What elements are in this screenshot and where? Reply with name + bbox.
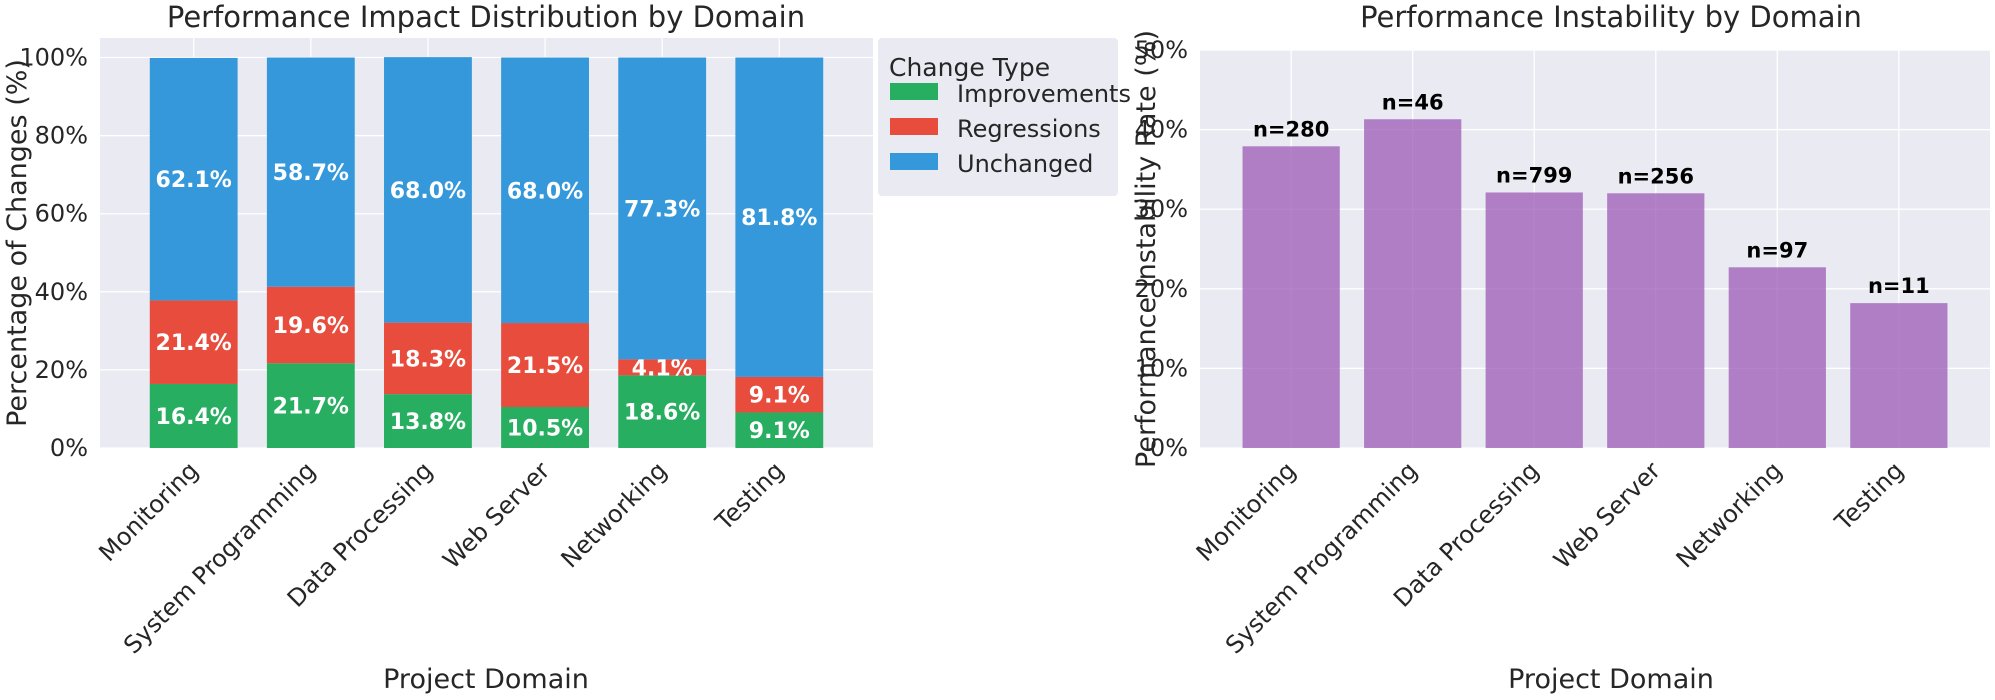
segment-value-label: 62.1% bbox=[156, 168, 232, 193]
bar-segment-improvements bbox=[384, 394, 472, 448]
right-y-axis-label: Performance Instability Rate (%) bbox=[1131, 30, 1162, 468]
instability-chart: n=280 n=46 n=799 n=256 n=97 n=11 0% 10% 20% 30% 4… bbox=[1131, 0, 1990, 695]
segment-value-label: 18.3% bbox=[390, 347, 466, 372]
segment-value-label: 4.1% bbox=[632, 356, 693, 381]
legend-items: Improvements Regressions Unchanged bbox=[890, 80, 1131, 178]
left-chart-title: Performance Impact Distribution by Domai… bbox=[167, 0, 805, 34]
right-y-tick-label: 30% bbox=[1135, 195, 1188, 223]
bar-segment-regressions bbox=[384, 322, 472, 395]
left-x-tick-label: Testing bbox=[709, 456, 789, 536]
bar-segment-regressions bbox=[501, 323, 589, 407]
right-y-tick-label: 20% bbox=[1135, 275, 1188, 303]
bar-count-label: n=11 bbox=[1868, 274, 1930, 298]
instability-bar bbox=[1485, 192, 1583, 448]
left-y-tick-label: 80% bbox=[35, 122, 88, 150]
segment-value-label: 18.6% bbox=[624, 401, 700, 426]
left-y-axis-label: Percentage of Changes (%) bbox=[2, 59, 33, 427]
bar-segment-regressions bbox=[266, 286, 355, 364]
instability-bar bbox=[1728, 267, 1826, 448]
right-y-tick-label: 50% bbox=[1135, 36, 1188, 64]
left-y-tick-label: 100% bbox=[19, 44, 88, 72]
bar-segment-unchanged bbox=[501, 57, 589, 324]
left-y-tick-label: 40% bbox=[35, 278, 88, 306]
right-y-tick-label: 40% bbox=[1135, 116, 1188, 144]
bar-segment-improvements bbox=[266, 363, 355, 448]
right-x-tick-label: Web Server bbox=[1548, 456, 1666, 574]
impact-distribution-chart: 16.4% 21.4% 62.1% 21.7% 19.6% 58.7% 13.8% 18.3%… bbox=[2, 0, 873, 695]
right-y-tick-label: 0% bbox=[1150, 434, 1188, 462]
right-x-tick-label: Testing bbox=[1829, 456, 1909, 536]
left-bars: 16.4% 21.4% 62.1% 21.7% 19.6% 58.7% 13.8% 18.3%… bbox=[149, 57, 824, 448]
legend-swatch-improvements bbox=[890, 83, 938, 100]
left-x-tick-label: Monitoring bbox=[93, 456, 204, 567]
segment-value-label: 58.7% bbox=[273, 161, 349, 186]
instability-bar bbox=[1242, 146, 1340, 449]
legend: Change Type Improvements Regressions Uncha… bbox=[878, 38, 1131, 196]
left-y-tick-label: 0% bbox=[50, 434, 88, 462]
legend-label: Improvements bbox=[957, 80, 1131, 108]
segment-value-label: 68.0% bbox=[390, 179, 466, 204]
legend-label: Regressions bbox=[957, 115, 1101, 143]
bar-segment-unchanged bbox=[735, 57, 824, 377]
segment-value-label: 13.8% bbox=[390, 410, 466, 435]
left-y-ticks: 0% 20% 40% 60% 80% 100% bbox=[19, 44, 88, 462]
left-y-tick-label: 20% bbox=[35, 356, 88, 384]
instability-bar bbox=[1850, 303, 1948, 448]
bar-count-label: n=97 bbox=[1746, 238, 1808, 262]
bar-segment-regressions bbox=[735, 376, 824, 413]
segment-value-label: 21.7% bbox=[273, 395, 349, 420]
bar-segment-unchanged bbox=[266, 57, 355, 287]
bar-count-label: n=46 bbox=[1382, 90, 1444, 114]
bar-count-label: n=280 bbox=[1253, 117, 1329, 141]
instability-bar bbox=[1607, 193, 1705, 448]
segment-value-label: 16.4% bbox=[156, 405, 232, 430]
segment-value-label: 9.1% bbox=[749, 419, 810, 444]
bar-segment-unchanged bbox=[618, 57, 707, 360]
bar-segment-improvements bbox=[735, 412, 824, 448]
bar-segment-improvements bbox=[501, 407, 589, 448]
bar-segment-improvements bbox=[618, 375, 707, 448]
bar-segment-regressions bbox=[149, 300, 238, 384]
instability-bar bbox=[1364, 119, 1462, 448]
left-x-axis-label: Project Domain bbox=[383, 664, 589, 695]
bar-segment-regressions bbox=[618, 359, 707, 376]
segment-value-label: 9.1% bbox=[749, 384, 810, 409]
left-x-tick-label: Networking bbox=[556, 456, 673, 573]
segment-value-label: 68.0% bbox=[507, 179, 583, 204]
segment-value-label: 19.6% bbox=[273, 314, 349, 339]
right-x-tick-label: Monitoring bbox=[1191, 456, 1302, 567]
left-x-tick-label: System Programming bbox=[118, 456, 321, 659]
legend-swatch-unchanged bbox=[890, 153, 938, 170]
right-x-axis-label: Project Domain bbox=[1508, 664, 1714, 695]
right-x-tick-label: Networking bbox=[1671, 456, 1788, 573]
legend-swatch-regressions bbox=[890, 118, 938, 135]
legend-title: Change Type bbox=[889, 53, 1050, 82]
segment-value-label: 81.8% bbox=[741, 206, 817, 231]
left-y-tick-label: 60% bbox=[35, 200, 88, 228]
bar-segment-unchanged bbox=[384, 57, 472, 323]
bar-count-label: n=256 bbox=[1618, 164, 1694, 188]
right-y-ticks: 0% 10% 20% 30% 40% 50% bbox=[1135, 36, 1188, 462]
right-y-tick-label: 10% bbox=[1135, 354, 1188, 382]
segment-value-label: 10.5% bbox=[507, 417, 583, 442]
left-x-tick-label: Web Server bbox=[437, 456, 555, 574]
legend-label: Unchanged bbox=[957, 150, 1093, 178]
bar-segment-unchanged bbox=[149, 57, 238, 301]
segment-value-label: 21.5% bbox=[507, 354, 583, 379]
right-bars: n=280 n=46 n=799 n=256 n=97 n=11 bbox=[1242, 90, 1948, 449]
right-chart-title: Performance Instability by Domain bbox=[1360, 0, 1862, 34]
segment-value-label: 21.4% bbox=[156, 331, 232, 356]
segment-value-label: 77.3% bbox=[624, 197, 700, 222]
bar-segment-improvements bbox=[149, 383, 238, 448]
bar-count-label: n=799 bbox=[1496, 163, 1572, 187]
